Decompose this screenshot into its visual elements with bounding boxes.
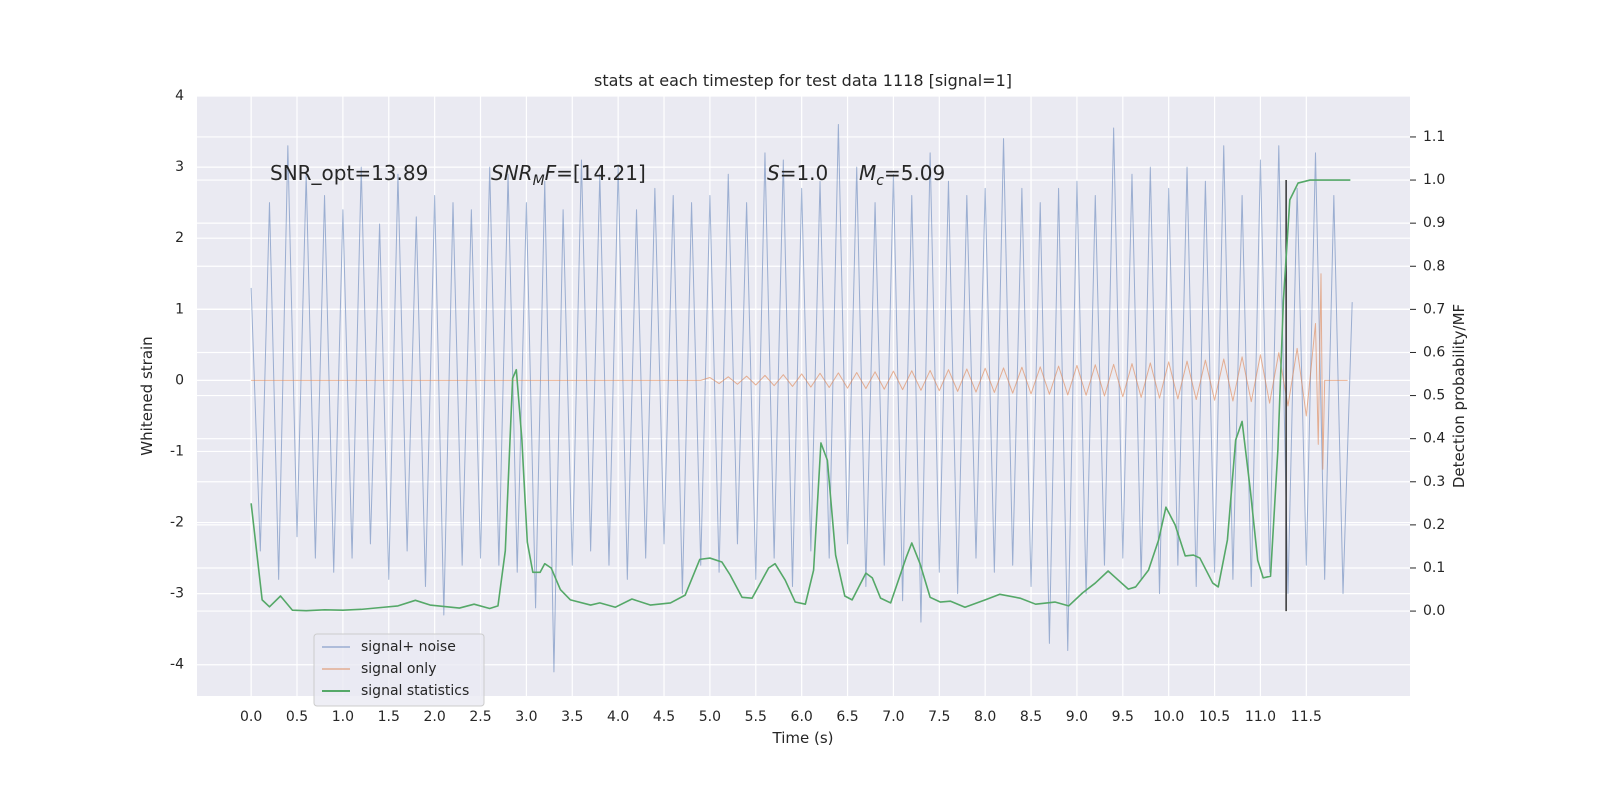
y-tick-label: -2 [170, 515, 184, 531]
y-tick-label: 1 [175, 301, 184, 317]
y2-tick-label: 0.3 [1423, 474, 1445, 490]
x-tick-label: 2.0 [424, 709, 446, 725]
y2-tick-label: 0.7 [1423, 301, 1445, 317]
series-line [251, 273, 1348, 470]
labels: 0.0 0.5 1.0 1.5 2.0 2.5 3.0 3.5 4.0 4.5 5.0 5.5 6.0 6… [170, 88, 1445, 725]
y2-tick-label: 0.9 [1423, 215, 1445, 231]
x-tick-label: 7.5 [928, 709, 950, 725]
annotation-part: =5.09 [884, 161, 945, 185]
annotation-part: M [859, 161, 876, 185]
y-tick-label: 3 [175, 159, 184, 175]
annotation-part: =[14.21] [556, 161, 646, 185]
annotation-part: =1.0 [780, 161, 829, 185]
x-tick-label: 0.0 [240, 709, 262, 725]
x-tick-label: 8.5 [1020, 709, 1042, 725]
x-tick-label: 6.0 [791, 709, 813, 725]
legend-label: signal+ noise [361, 639, 456, 655]
annotation-part: F [545, 161, 557, 185]
x-tick-label: 11.0 [1245, 709, 1276, 725]
annotation-part: M [533, 173, 545, 189]
y-tick-label: 2 [175, 230, 184, 246]
x-tick-label: 0.5 [286, 709, 308, 725]
legend-label: signal statistics [361, 683, 469, 699]
y2-tick-label: 0.0 [1423, 603, 1445, 619]
y2-tick-label: 0.5 [1423, 388, 1445, 404]
annotation: SNR_opt=13.89 [270, 161, 428, 185]
y2-tick-label: 0.1 [1423, 560, 1445, 576]
annotation-part: c [876, 173, 884, 189]
x-tick-label: 4.0 [607, 709, 629, 725]
y-tick-label: 4 [175, 88, 184, 104]
y-tick-label: -1 [170, 443, 184, 459]
series-line [250, 179, 1351, 612]
x-tick-label: 3.5 [561, 709, 583, 725]
chart-title: stats at each timestep for test data 111… [594, 71, 1012, 90]
y2-tick-label: 0.8 [1423, 258, 1445, 274]
x-tick-label: 1.5 [378, 709, 400, 725]
y-axis-label: Whitened strain [138, 336, 156, 455]
annotation-part: S [767, 161, 780, 185]
annotation-part: SNR [491, 161, 533, 185]
marks [250, 123, 1353, 673]
x-tick-label: 9.0 [1066, 709, 1088, 725]
annotation: SNRMF=[14.21] [491, 161, 646, 189]
y2-tick-label: 1.1 [1423, 129, 1445, 145]
x-tick-label: 5.5 [745, 709, 767, 725]
y-tick-label: -4 [170, 657, 184, 673]
x-tick-label: 5.0 [699, 709, 721, 725]
annotation: S=1.0 [767, 161, 828, 185]
y2-axis-label: Detection probability/MF [1450, 304, 1468, 488]
y-tick-label: 0 [175, 372, 184, 388]
annotation-part: SNR_opt=13.89 [270, 161, 428, 185]
x-tick-label: 6.5 [836, 709, 858, 725]
y-tick-label: -3 [170, 586, 184, 602]
x-axis-label: Time (s) [772, 729, 834, 747]
y2-tick-label: 0.6 [1423, 344, 1445, 360]
y2-tick-label: 0.2 [1423, 517, 1445, 533]
x-tick-label: 9.5 [1112, 709, 1134, 725]
x-tick-label: 10.5 [1199, 709, 1230, 725]
x-tick-label: 7.0 [882, 709, 904, 725]
x-tick-label: 11.5 [1291, 709, 1322, 725]
y2-tick-label: 0.4 [1423, 431, 1445, 447]
y2-tick-label: 1.0 [1423, 172, 1445, 188]
x-tick-label: 2.5 [469, 709, 491, 725]
legend-box [313, 633, 485, 707]
x-tick-label: 1.0 [332, 709, 354, 725]
legend-label: signal only [361, 661, 436, 677]
legend: signal+ noise signal only signal statistic… [313, 633, 485, 707]
x-tick-label: 4.5 [653, 709, 675, 725]
x-tick-label: 8.0 [974, 709, 996, 725]
annotation: Mc=5.09 [859, 161, 945, 189]
series-line [250, 123, 1353, 673]
x-tick-label: 3.0 [515, 709, 537, 725]
x-tick-label: 10.0 [1153, 709, 1184, 725]
